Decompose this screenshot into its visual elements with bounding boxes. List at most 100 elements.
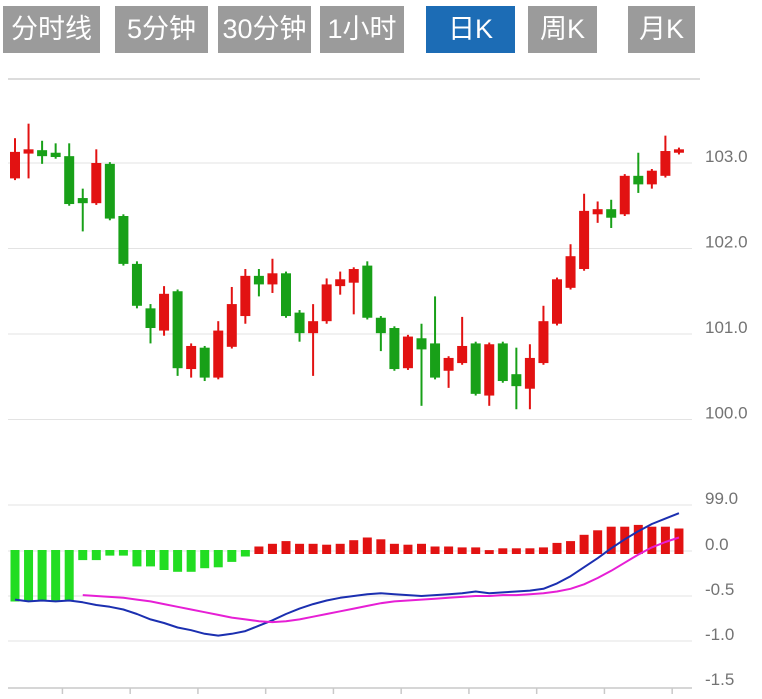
macd-bar xyxy=(593,530,603,554)
macd-bar xyxy=(281,541,291,554)
macd-bar xyxy=(498,548,508,554)
tab-monthly-k[interactable]: 月K xyxy=(628,6,695,53)
candle-body xyxy=(50,152,61,158)
macd-bar xyxy=(213,550,223,568)
candle-body xyxy=(416,338,427,350)
candle-body xyxy=(443,357,454,371)
candle-body xyxy=(91,163,102,204)
candle-body xyxy=(389,328,400,370)
candle-body xyxy=(186,345,197,370)
macd-bar xyxy=(417,543,426,554)
macd-bar xyxy=(566,541,576,554)
macd-bar xyxy=(146,550,155,567)
candle-body xyxy=(131,263,142,306)
macd-axis-label: 0.0 xyxy=(705,535,729,554)
macd-axis-label: -1.5 xyxy=(705,670,734,689)
price-axis-label: 99.0 xyxy=(705,489,738,508)
macd-bar xyxy=(552,542,562,554)
macd-bar xyxy=(647,526,657,554)
price-axis-label: 101.0 xyxy=(705,318,748,337)
candle-body xyxy=(294,312,305,334)
candle-body xyxy=(511,374,522,387)
macd-bar xyxy=(159,550,169,570)
candle-body xyxy=(335,279,346,287)
tab-weekly-k[interactable]: 周K xyxy=(528,6,597,53)
macd-bar xyxy=(660,526,670,554)
candle-body xyxy=(64,156,75,205)
candle-body xyxy=(362,265,373,318)
candle-body xyxy=(240,275,251,317)
macd-bar xyxy=(24,550,34,602)
candle-body xyxy=(633,175,644,185)
candle-body xyxy=(348,269,359,283)
macd-bar xyxy=(362,537,372,554)
candle-body xyxy=(199,347,210,378)
dea-line xyxy=(82,536,680,624)
macd-bar xyxy=(633,524,643,554)
macd-bar xyxy=(322,544,332,554)
macd-bar xyxy=(511,548,521,554)
macd-bar xyxy=(78,550,88,561)
tab-1hour[interactable]: 1小时 xyxy=(320,6,404,53)
macd-bar xyxy=(538,547,548,554)
macd-bar xyxy=(606,526,616,554)
macd-bar xyxy=(457,547,467,554)
candle-body xyxy=(484,344,495,396)
macd-bar xyxy=(105,550,115,556)
macd-bar xyxy=(376,539,386,554)
candle-body xyxy=(267,273,278,285)
macd-bar xyxy=(240,550,250,557)
candle-body xyxy=(552,279,562,324)
candle-body xyxy=(619,175,630,215)
candle-body xyxy=(375,317,386,334)
candle-body xyxy=(23,149,34,154)
candle-body xyxy=(430,343,441,378)
candle-body xyxy=(226,304,237,347)
candle-body xyxy=(524,357,535,389)
macd-bar xyxy=(64,550,74,602)
macd-bar xyxy=(10,550,20,602)
candle-body xyxy=(592,209,603,215)
tab-30min[interactable]: 30分钟 xyxy=(218,6,311,53)
candle-body xyxy=(579,210,590,270)
candle-body xyxy=(457,345,468,364)
macd-bar xyxy=(118,550,128,556)
tab-5min[interactable]: 5分钟 xyxy=(115,6,208,53)
macd-bar xyxy=(389,543,399,554)
candle-body xyxy=(660,151,671,176)
candle-body xyxy=(565,256,576,288)
price-axis-label: 103.0 xyxy=(705,147,748,166)
macd-axis-label: -0.5 xyxy=(705,580,734,599)
candle-body xyxy=(77,198,88,204)
macd-bar xyxy=(674,528,684,554)
interval-tabbar: 分时线 5分钟 30分钟 1小时 日K 周K 月K xyxy=(0,0,762,56)
candle-body xyxy=(402,336,413,369)
macd-bar xyxy=(51,550,61,602)
macd-bar xyxy=(403,544,413,554)
candle-body xyxy=(145,308,156,329)
candle-body xyxy=(470,343,481,394)
candle-body xyxy=(673,149,684,153)
candle-body xyxy=(159,293,170,331)
macd-bar xyxy=(186,550,196,572)
candle-body xyxy=(308,321,319,334)
macd-bar xyxy=(484,550,494,554)
candle-body xyxy=(118,216,129,264)
macd-bar xyxy=(91,550,101,561)
macd-bar xyxy=(295,543,305,554)
macd-bar xyxy=(254,546,264,554)
tab-timeline[interactable]: 分时线 xyxy=(3,6,100,53)
candle-body xyxy=(281,273,291,317)
candle-body xyxy=(538,321,549,364)
candle-body xyxy=(10,151,20,179)
candle-body xyxy=(606,209,617,218)
price-axis-label: 100.0 xyxy=(705,404,748,423)
candle-body xyxy=(497,343,508,382)
candle-body xyxy=(172,291,183,369)
macd-bar xyxy=(200,550,210,569)
macd-bar xyxy=(173,550,183,572)
macd-bar xyxy=(579,534,589,554)
tab-daily-k[interactable]: 日K xyxy=(426,6,515,53)
